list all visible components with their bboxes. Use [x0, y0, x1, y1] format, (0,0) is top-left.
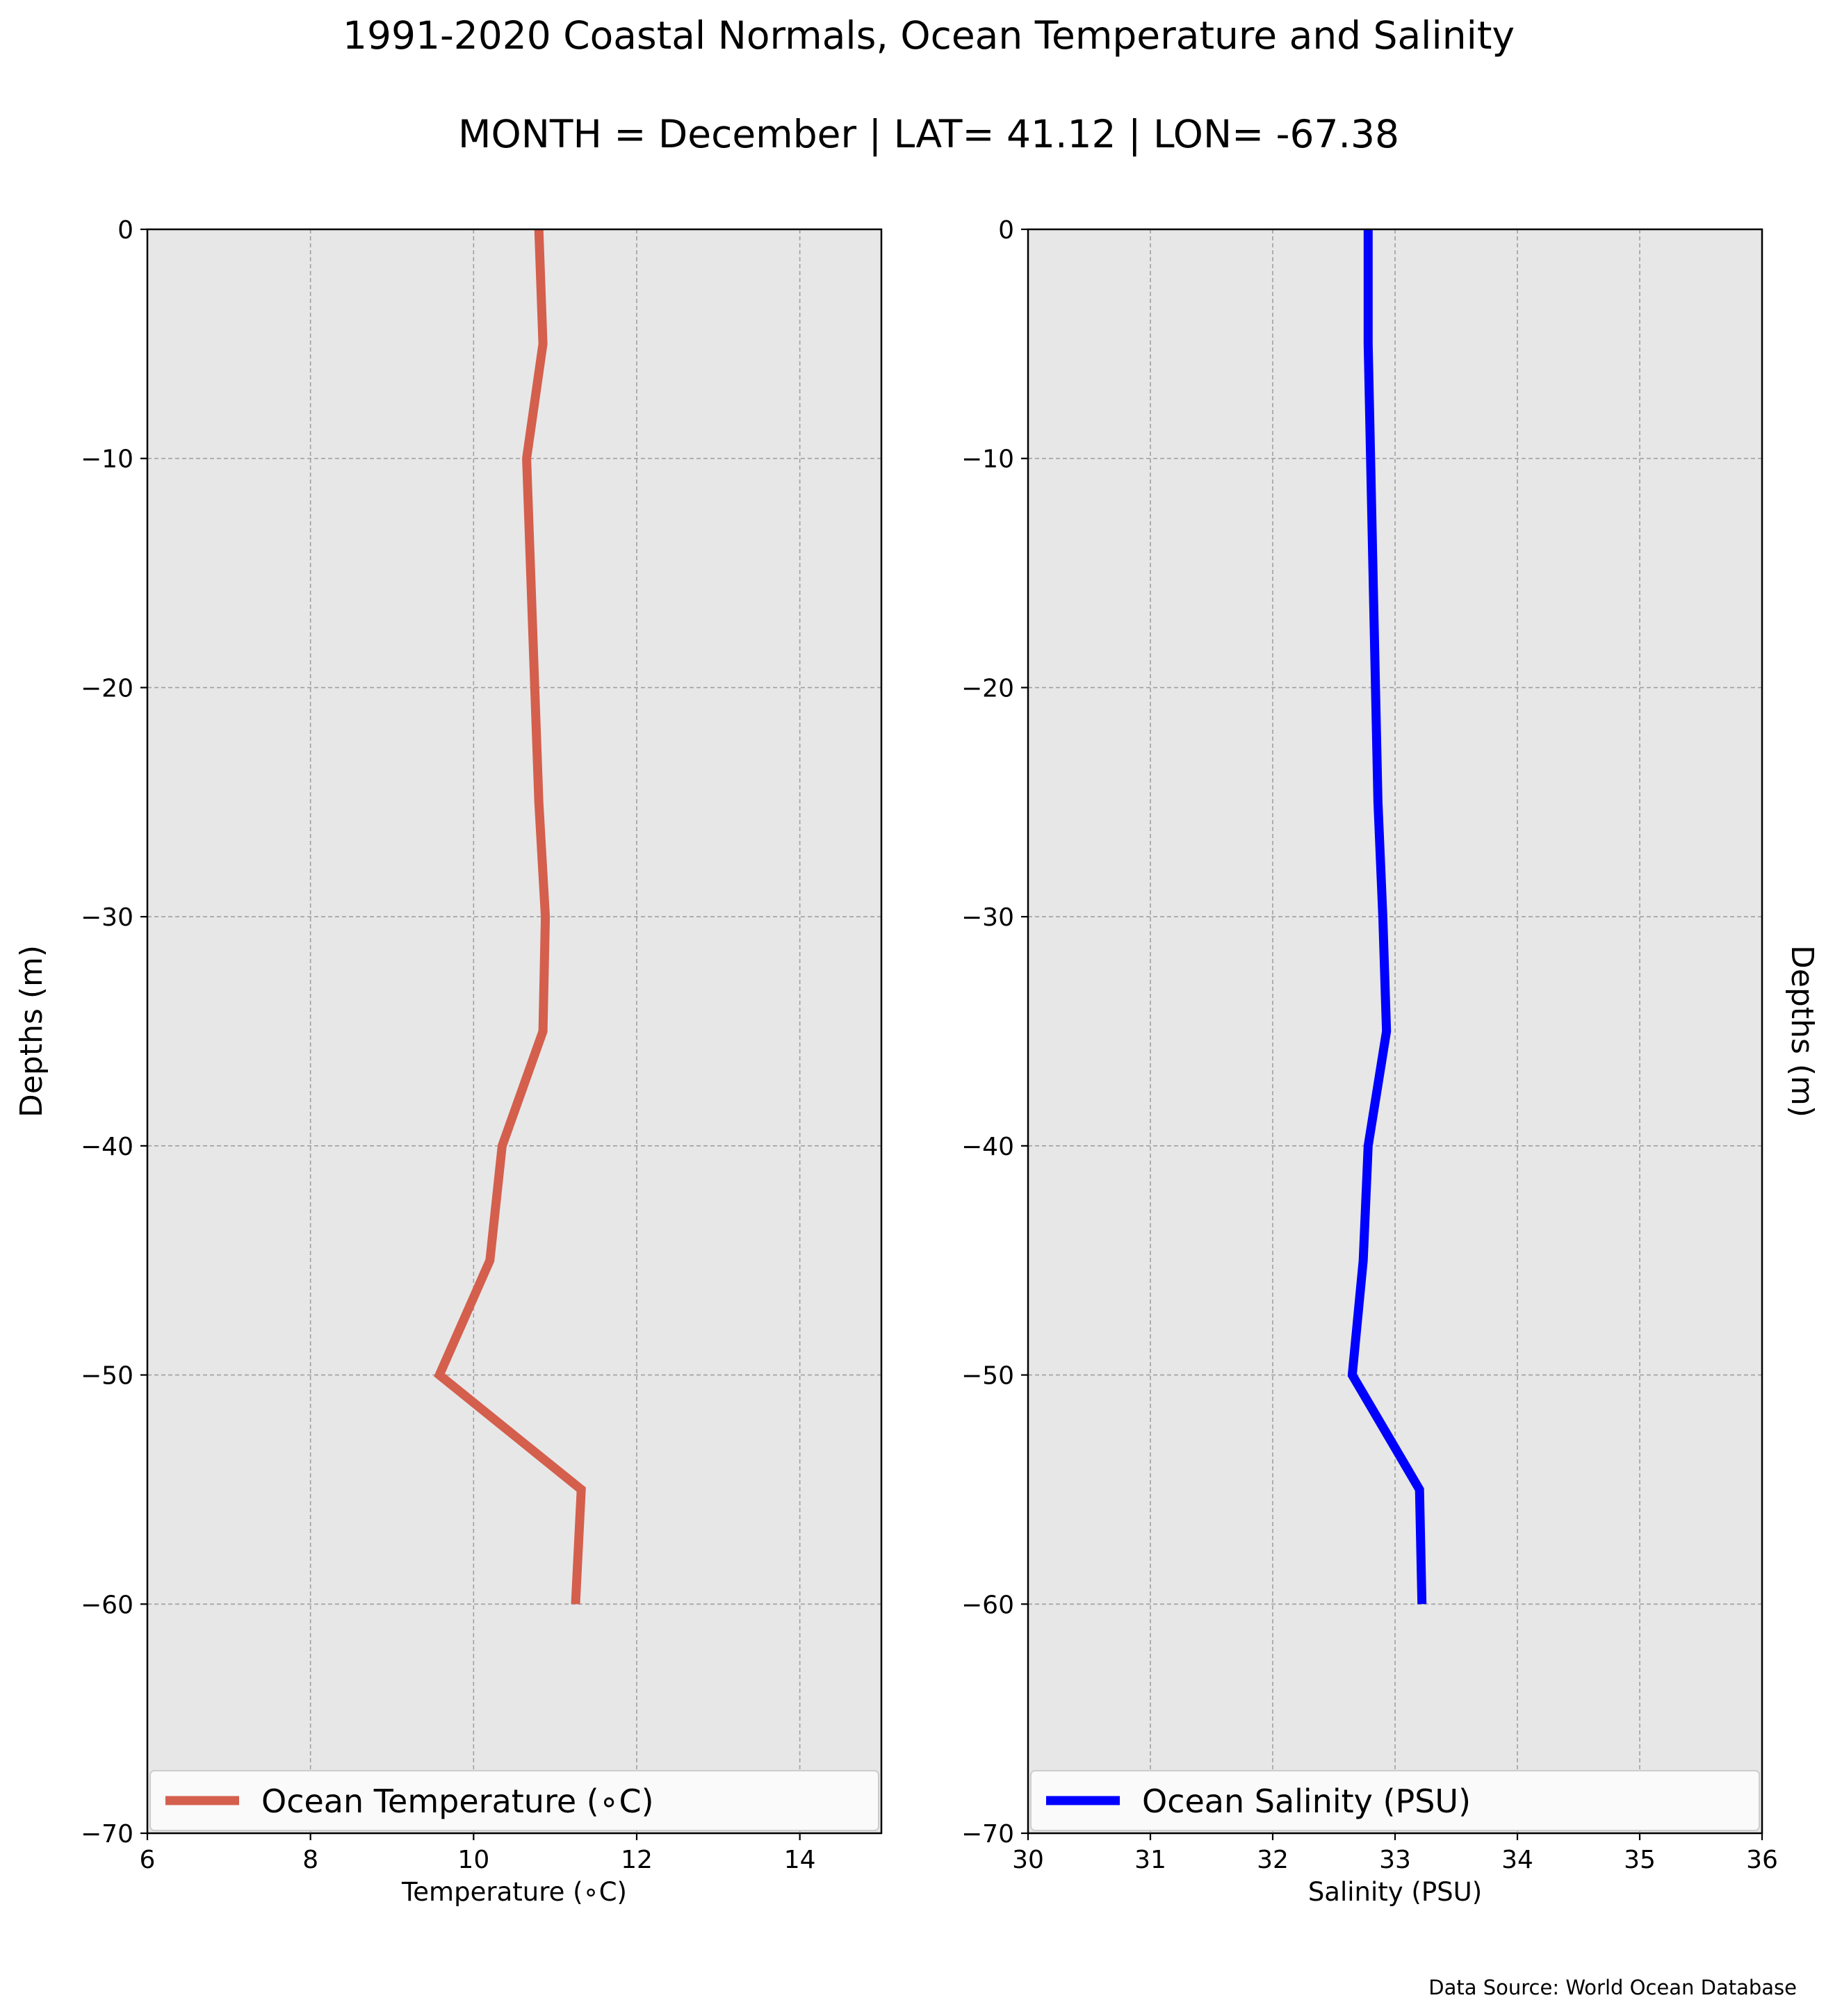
x-axis-label: Salinity (PSU) [1308, 1877, 1482, 1907]
data-source-note: Data Source: World Ocean Database [1428, 1976, 1797, 1999]
x-axis-label: Temperature (∘C) [401, 1877, 627, 1907]
x-tick-label: 32 [1257, 1846, 1289, 1874]
y-tick-label: −60 [81, 1591, 133, 1619]
legend-label: Ocean Temperature (∘C) [261, 1783, 654, 1820]
legend-box [1030, 1770, 1760, 1831]
x-tick-label: 6 [140, 1846, 156, 1874]
legend-box [149, 1770, 879, 1831]
legend: Ocean Salinity (PSU) [1030, 1770, 1760, 1831]
x-tick-label: 36 [1746, 1846, 1778, 1874]
legend-label: Ocean Salinity (PSU) [1142, 1783, 1471, 1820]
y-tick-label: 0 [998, 216, 1014, 245]
chart-title: 1991-2020 Coastal Normals, Ocean Tempera… [343, 13, 1515, 58]
chart-subtitle: MONTH = December | LAT= 41.12 | LON= -67… [458, 112, 1399, 157]
y-axis-label: Depths (m) [1784, 945, 1820, 1117]
y-tick-label: −30 [81, 903, 133, 932]
series-line [434, 229, 586, 1605]
y-tick-label: −50 [961, 1362, 1014, 1391]
y-tick-label: −60 [961, 1591, 1014, 1619]
y-tick-label: −30 [961, 903, 1014, 932]
plot-area [147, 229, 881, 1833]
x-tick-label: 33 [1379, 1846, 1411, 1874]
y-tick-label: 0 [117, 216, 133, 245]
x-tick-label: 34 [1501, 1846, 1533, 1874]
y-tick-label: −10 [81, 445, 133, 474]
y-tick-label: −40 [81, 1133, 133, 1161]
x-tick-label: 10 [457, 1846, 489, 1874]
x-tick-label: 30 [1012, 1846, 1044, 1874]
y-tick-label: −20 [961, 674, 1014, 703]
y-tick-label: −70 [961, 1820, 1014, 1849]
y-tick-label: −10 [961, 445, 1014, 474]
y-tick-label: −40 [961, 1133, 1014, 1161]
y-axis-label: Depths (m) [14, 945, 49, 1117]
series-line [1347, 229, 1427, 1605]
x-tick-label: 12 [621, 1846, 653, 1874]
x-tick-label: 8 [302, 1846, 318, 1874]
legend: Ocean Temperature (∘C) [149, 1770, 879, 1831]
x-tick-label: 35 [1624, 1846, 1656, 1874]
x-tick-label: 14 [784, 1846, 816, 1874]
salinity-panel: 30 31 32 33 34 35 36 0 −10 −20 −30 −40 −50 −60 −70 Sali… [961, 216, 1820, 1907]
y-tick-label: −50 [81, 1362, 133, 1391]
temperature-panel: 6 8 10 12 14 0 −10 −20 −30 −40 −50 −60 −70 Temperatur… [14, 216, 883, 1907]
axes-frame [146, 228, 883, 1835]
y-tick-label: −20 [81, 674, 133, 703]
x-tick-label: 31 [1134, 1846, 1166, 1874]
y-tick-label: −70 [81, 1820, 133, 1849]
